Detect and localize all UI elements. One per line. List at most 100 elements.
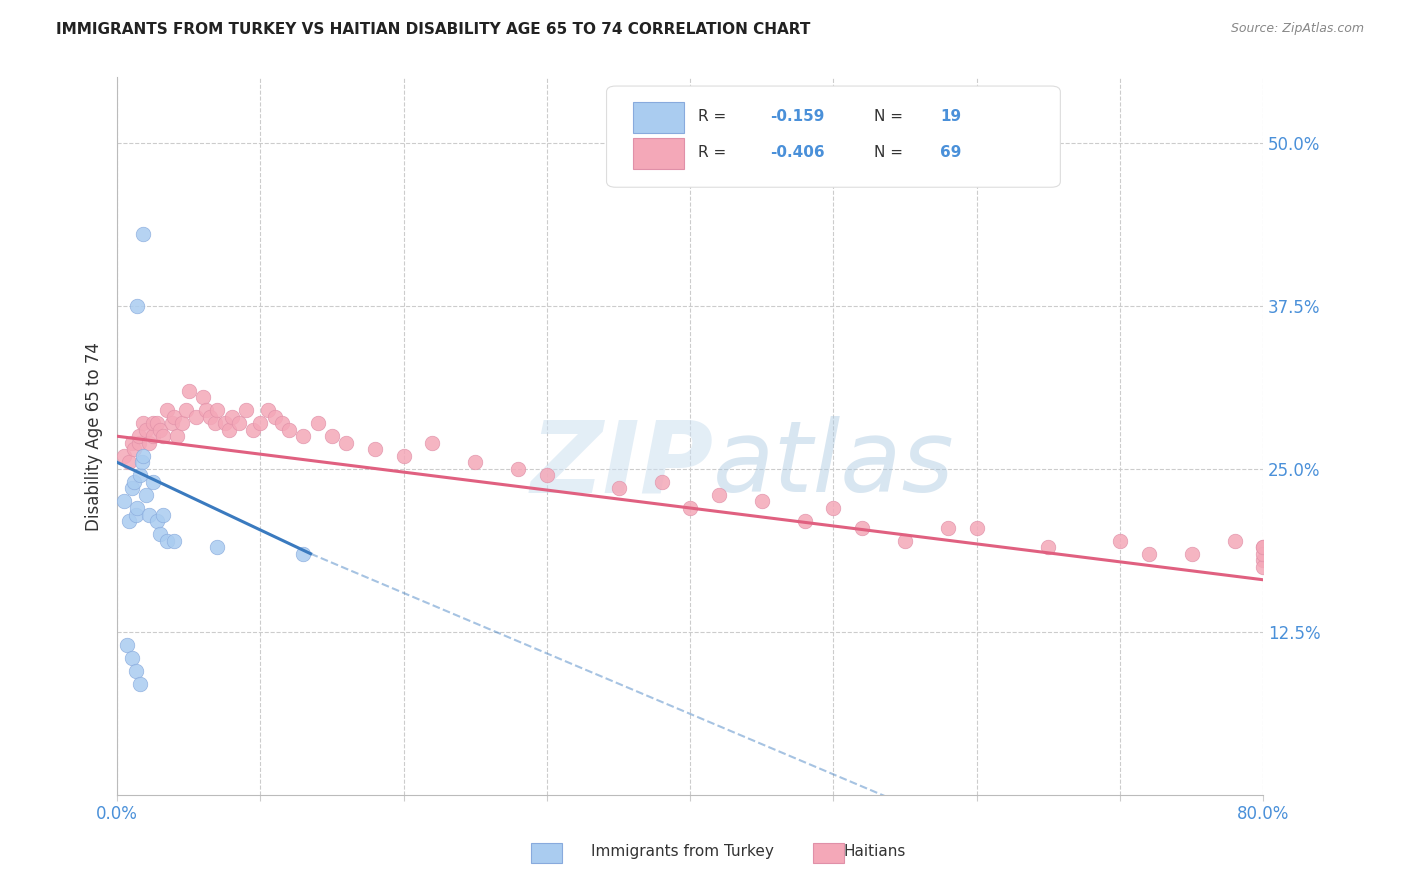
- Point: [184, 409, 207, 424]
- Point: [121, 435, 143, 450]
- Text: R =: R =: [699, 145, 731, 161]
- Point: [249, 416, 271, 430]
- Point: [127, 299, 149, 313]
- Point: [278, 423, 301, 437]
- Point: [392, 449, 415, 463]
- Point: [138, 508, 160, 522]
- Point: [256, 403, 278, 417]
- Point: [146, 514, 169, 528]
- FancyBboxPatch shape: [606, 86, 1060, 187]
- Point: [132, 449, 155, 463]
- Text: ZIP: ZIP: [530, 417, 713, 514]
- Point: [121, 482, 143, 496]
- Point: [235, 403, 257, 417]
- Point: [894, 533, 917, 548]
- Text: Source: ZipAtlas.com: Source: ZipAtlas.com: [1230, 22, 1364, 36]
- Point: [132, 227, 155, 241]
- Point: [1251, 553, 1274, 567]
- Text: 19: 19: [941, 110, 962, 124]
- Point: [128, 435, 150, 450]
- Point: [1137, 547, 1160, 561]
- Point: [160, 416, 183, 430]
- Point: [1251, 540, 1274, 554]
- Point: [166, 429, 188, 443]
- Point: [214, 416, 236, 430]
- Point: [751, 494, 773, 508]
- Point: [1109, 533, 1132, 548]
- Point: [307, 416, 329, 430]
- Point: [163, 533, 186, 548]
- Text: atlas: atlas: [713, 417, 955, 514]
- Point: [152, 508, 174, 522]
- Text: R =: R =: [699, 110, 731, 124]
- Point: [127, 501, 149, 516]
- Point: [1251, 559, 1274, 574]
- Text: N =: N =: [873, 110, 907, 124]
- Point: [142, 429, 165, 443]
- Point: [132, 416, 155, 430]
- Point: [138, 435, 160, 450]
- Point: [292, 547, 315, 561]
- Point: [263, 409, 285, 424]
- Point: [115, 638, 138, 652]
- Point: [218, 423, 240, 437]
- Point: [146, 416, 169, 430]
- Point: [228, 416, 250, 430]
- Text: -0.159: -0.159: [770, 110, 825, 124]
- Point: [464, 455, 486, 469]
- Point: [112, 449, 135, 463]
- Point: [607, 482, 630, 496]
- Y-axis label: Disability Age 65 to 74: Disability Age 65 to 74: [86, 342, 103, 531]
- Point: [242, 423, 264, 437]
- Text: -0.406: -0.406: [770, 145, 825, 161]
- Point: [125, 664, 148, 678]
- Point: [149, 423, 172, 437]
- Point: [508, 462, 530, 476]
- Point: [170, 416, 193, 430]
- Point: [966, 520, 988, 534]
- Point: [1223, 533, 1246, 548]
- Text: IMMIGRANTS FROM TURKEY VS HAITIAN DISABILITY AGE 65 TO 74 CORRELATION CHART: IMMIGRANTS FROM TURKEY VS HAITIAN DISABI…: [56, 22, 811, 37]
- Point: [174, 403, 197, 417]
- Point: [793, 514, 815, 528]
- Point: [128, 429, 150, 443]
- Point: [135, 423, 157, 437]
- Point: [129, 468, 152, 483]
- Point: [823, 501, 845, 516]
- Point: [112, 494, 135, 508]
- Point: [679, 501, 702, 516]
- Point: [271, 416, 294, 430]
- Point: [124, 442, 146, 457]
- Point: [131, 455, 153, 469]
- Point: [177, 384, 200, 398]
- Point: [1181, 547, 1204, 561]
- Point: [364, 442, 387, 457]
- Point: [204, 416, 226, 430]
- Point: [707, 488, 730, 502]
- Point: [321, 429, 343, 443]
- Point: [163, 409, 186, 424]
- Point: [422, 435, 444, 450]
- Point: [221, 409, 243, 424]
- Point: [129, 677, 152, 691]
- Point: [207, 540, 229, 554]
- Point: [1251, 540, 1274, 554]
- Point: [156, 533, 179, 548]
- Point: [536, 468, 558, 483]
- Point: [142, 416, 165, 430]
- Point: [335, 435, 357, 450]
- Point: [200, 409, 222, 424]
- Point: [149, 527, 172, 541]
- Point: [851, 520, 873, 534]
- Point: [121, 651, 143, 665]
- Point: [936, 520, 959, 534]
- Text: Immigrants from Turkey: Immigrants from Turkey: [591, 845, 773, 859]
- Point: [118, 455, 141, 469]
- Point: [135, 488, 157, 502]
- Point: [156, 403, 179, 417]
- Text: 69: 69: [941, 145, 962, 161]
- Point: [195, 403, 218, 417]
- Point: [118, 514, 141, 528]
- Point: [1038, 540, 1060, 554]
- Point: [207, 403, 229, 417]
